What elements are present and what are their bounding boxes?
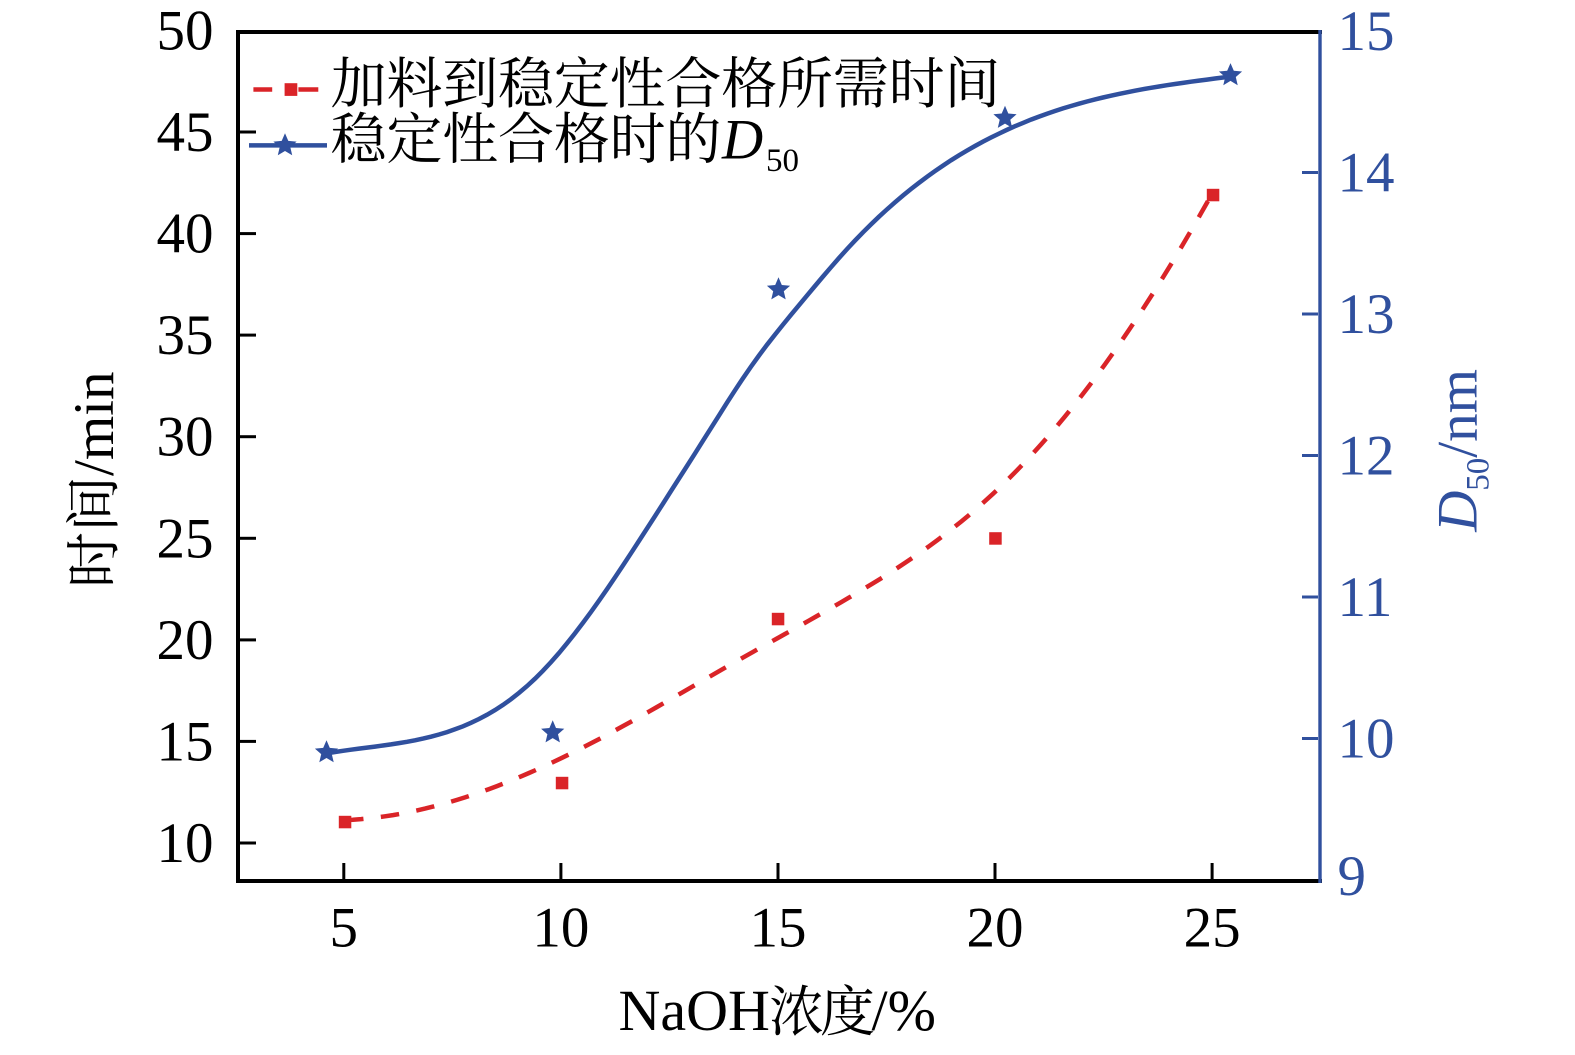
svg-text:20: 20 (967, 896, 1024, 959)
svg-text:20: 20 (157, 609, 214, 672)
svg-text:50: 50 (157, 0, 214, 62)
svg-text:30: 30 (157, 406, 214, 469)
svg-text:10: 10 (1338, 708, 1395, 771)
svg-text:13: 13 (1338, 283, 1395, 346)
svg-text:15: 15 (750, 896, 807, 959)
svg-text:10: 10 (532, 896, 589, 959)
svg-text:9: 9 (1338, 845, 1367, 908)
svg-text:40: 40 (157, 203, 214, 266)
svg-text:50: 50 (1460, 458, 1496, 491)
svg-text:15: 15 (157, 710, 214, 773)
svg-text:/min: /min (63, 371, 126, 476)
svg-text:14: 14 (1338, 142, 1395, 205)
svg-text:10: 10 (157, 812, 214, 875)
svg-text:D: D (1426, 491, 1489, 533)
svg-text:11: 11 (1338, 566, 1393, 629)
svg-text:/nm: /nm (1426, 369, 1489, 458)
svg-text:/%: /% (872, 978, 936, 1043)
svg-text:35: 35 (157, 304, 214, 367)
svg-text:5: 5 (330, 896, 359, 959)
svg-text:D: D (721, 109, 763, 172)
svg-text:15: 15 (1338, 0, 1395, 63)
svg-text:NaOH: NaOH (619, 978, 770, 1043)
svg-text:25: 25 (1184, 896, 1241, 959)
svg-text:45: 45 (157, 101, 214, 164)
svg-text:25: 25 (157, 507, 214, 570)
svg-text:12: 12 (1338, 425, 1395, 488)
svg-text:50: 50 (766, 143, 799, 179)
